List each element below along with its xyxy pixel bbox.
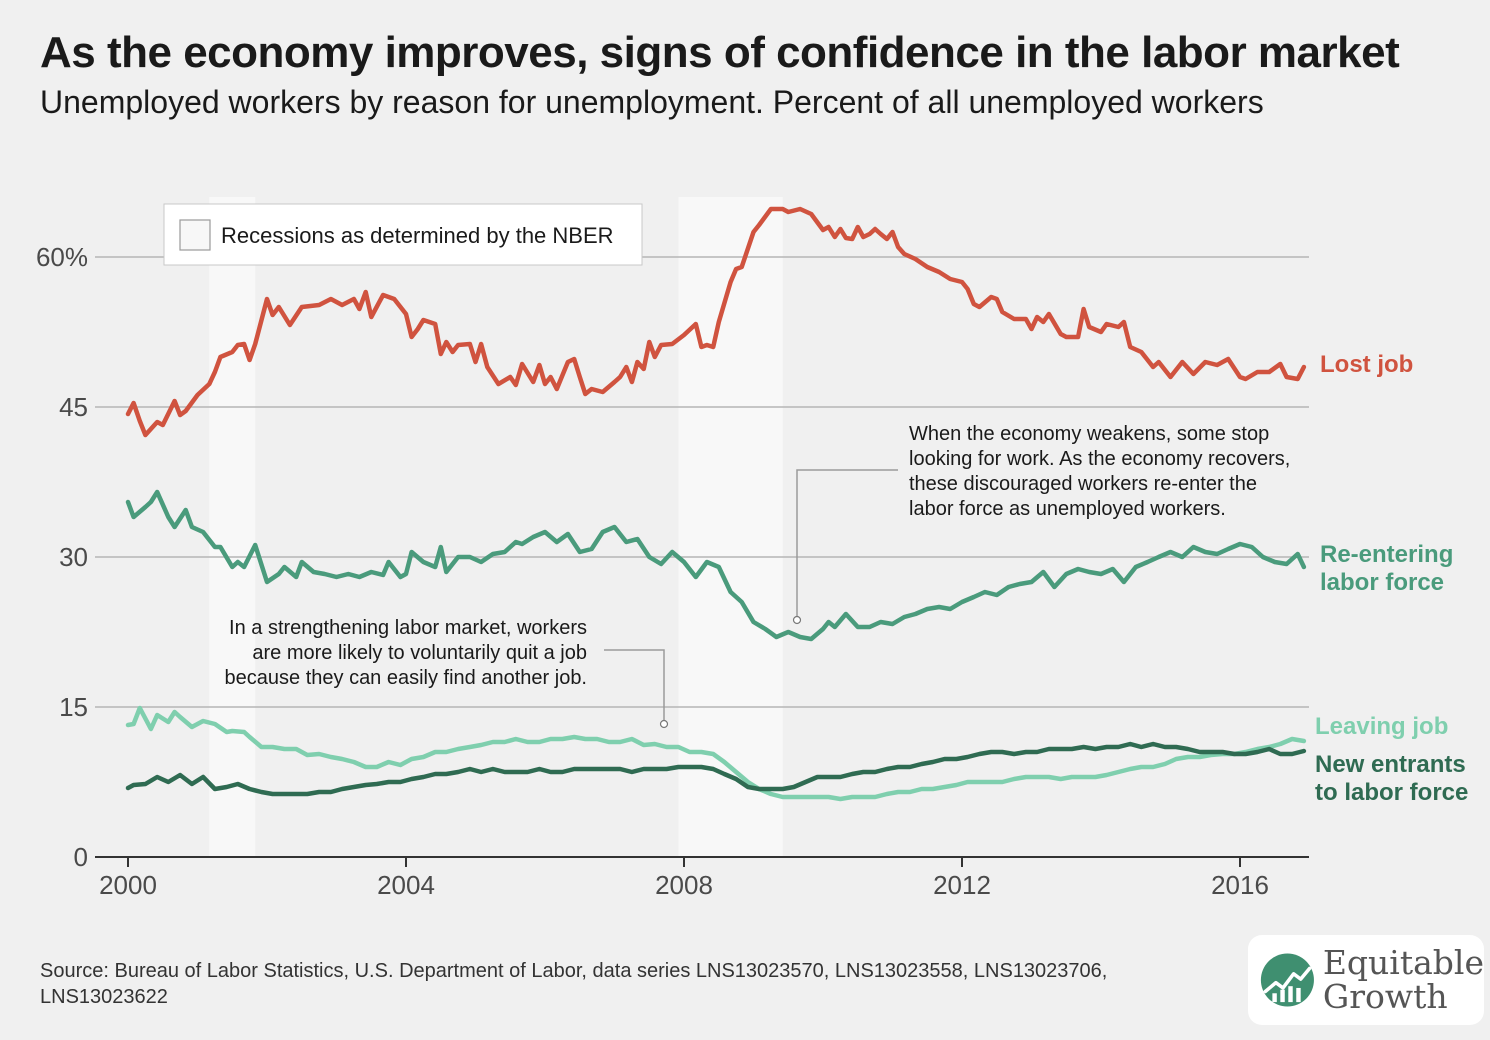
- annotation-leader: [604, 649, 665, 720]
- x-tick-label: 2004: [377, 870, 435, 900]
- annotation-line: because they can easily find another job…: [225, 667, 587, 689]
- growth-chart-icon: [1260, 953, 1314, 1007]
- series-label: New entrants: [1315, 751, 1466, 778]
- annotation-line: In a strengthening labor market, workers: [229, 617, 587, 639]
- logo-wordmark: Equitable Growth: [1323, 946, 1484, 1014]
- series-line: [125, 206, 1307, 438]
- recession-band: [209, 197, 256, 857]
- chart-title: As the economy improves, signs of confid…: [40, 28, 1400, 77]
- y-tick-label: 60%: [36, 242, 88, 272]
- x-axis: 2000 2004 2008 2012 2016: [99, 857, 1269, 900]
- annotation-marker: [792, 615, 802, 625]
- annotation-line: looking for work. As the economy recover…: [909, 448, 1290, 470]
- series-lines: [125, 206, 1307, 802]
- y-tick-label: 15: [59, 692, 88, 722]
- annotation-line: labor force as unemployed workers.: [909, 498, 1226, 520]
- legend-recession-swatch: [179, 219, 211, 251]
- recession-bands: [209, 197, 783, 857]
- series-line: [125, 705, 1307, 802]
- annotation-quit: In a strengthening labor market, workers…: [225, 617, 669, 729]
- annotation-line: these discouraged workers re-enter the: [909, 473, 1257, 495]
- legend-label: Recessions as determined by the NBER: [221, 223, 614, 248]
- series-line: [125, 741, 1307, 797]
- legend-box: [163, 203, 643, 266]
- x-tick-label: 2016: [1211, 870, 1269, 900]
- source-note: Source: Bureau of Labor Statistics, U.S.…: [40, 960, 1108, 1008]
- series-label: Lost job: [1320, 351, 1413, 378]
- series-label: Leaving job: [1315, 713, 1448, 740]
- y-tick-label: 30: [59, 542, 88, 572]
- x-tick-label: 2008: [655, 870, 713, 900]
- annotation-reentry: When the economy weakens, some stop look…: [792, 423, 1290, 625]
- logo-line-1: Equitable: [1322, 943, 1484, 982]
- annotation-leader: [796, 469, 898, 616]
- chart-subtitle: Unemployed workers by reason for unemplo…: [40, 84, 1264, 120]
- series-label: to labor force: [1315, 779, 1468, 806]
- annotation-marker: [659, 719, 669, 729]
- y-axis: 0 15 30 45 60%: [36, 242, 88, 872]
- series-label: Re-entering: [1320, 541, 1453, 568]
- equitable-growth-logo: Equitable Growth: [1248, 935, 1484, 1025]
- annotation-line: are more likely to voluntarily quit a jo…: [252, 642, 587, 664]
- y-tick-label: 45: [59, 392, 88, 422]
- legend: Recessions as determined by the NBER: [163, 203, 643, 266]
- x-tick-label: 2012: [933, 870, 991, 900]
- logo-line-2: Growth: [1322, 977, 1448, 1016]
- series-line: [125, 489, 1307, 642]
- y-tick-label: 0: [74, 842, 88, 872]
- recession-band: [678, 197, 783, 857]
- series-label: labor force: [1320, 569, 1444, 596]
- x-tick-label: 2000: [99, 870, 157, 900]
- annotation-line: When the economy weakens, some stop: [909, 423, 1269, 445]
